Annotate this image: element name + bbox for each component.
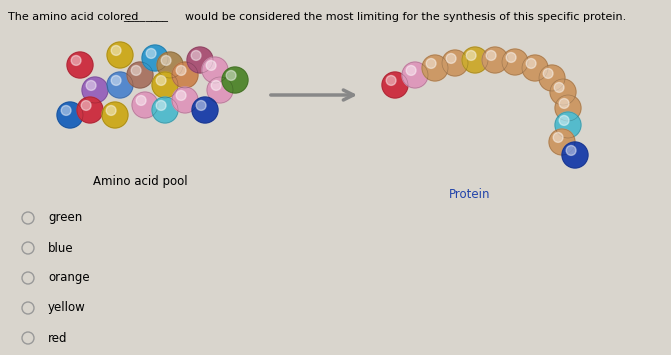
Circle shape	[553, 132, 563, 142]
Circle shape	[506, 53, 516, 62]
Circle shape	[486, 50, 496, 60]
Circle shape	[156, 100, 166, 110]
Circle shape	[402, 62, 428, 88]
Text: would be considered the most limiting for the synthesis of this specific protein: would be considered the most limiting fo…	[185, 12, 626, 22]
Circle shape	[192, 97, 218, 123]
Circle shape	[102, 102, 128, 128]
Circle shape	[502, 49, 528, 75]
Circle shape	[152, 97, 178, 123]
Circle shape	[131, 66, 141, 75]
Circle shape	[543, 69, 553, 78]
Text: Protein: Protein	[450, 188, 491, 201]
Circle shape	[111, 76, 121, 86]
Circle shape	[82, 77, 108, 103]
Circle shape	[206, 60, 216, 70]
Circle shape	[191, 50, 201, 60]
Circle shape	[207, 77, 233, 103]
Circle shape	[202, 57, 228, 83]
Circle shape	[539, 65, 565, 91]
Circle shape	[176, 66, 186, 75]
Circle shape	[562, 142, 588, 168]
Circle shape	[196, 100, 206, 110]
Circle shape	[462, 47, 488, 73]
Circle shape	[559, 98, 569, 108]
Circle shape	[187, 47, 213, 73]
Circle shape	[549, 129, 575, 155]
Circle shape	[71, 55, 81, 65]
Circle shape	[172, 62, 198, 88]
Circle shape	[81, 100, 91, 110]
Text: orange: orange	[48, 272, 90, 284]
Circle shape	[172, 87, 198, 113]
Text: yellow: yellow	[48, 301, 86, 315]
Circle shape	[156, 76, 166, 86]
Circle shape	[107, 42, 133, 68]
Circle shape	[142, 45, 168, 71]
Text: ________: ________	[123, 12, 168, 22]
Circle shape	[526, 59, 536, 69]
Circle shape	[106, 105, 116, 115]
Circle shape	[566, 146, 576, 155]
Circle shape	[554, 82, 564, 92]
Circle shape	[522, 55, 548, 81]
Circle shape	[146, 49, 156, 58]
Circle shape	[446, 54, 456, 64]
Circle shape	[386, 76, 396, 86]
Circle shape	[111, 45, 121, 55]
Circle shape	[482, 47, 508, 73]
Circle shape	[406, 66, 416, 75]
Circle shape	[67, 52, 93, 78]
Text: green: green	[48, 212, 83, 224]
Circle shape	[426, 59, 436, 69]
Circle shape	[136, 95, 146, 105]
Circle shape	[161, 55, 171, 65]
Circle shape	[127, 62, 153, 88]
Circle shape	[107, 72, 133, 98]
Circle shape	[132, 92, 158, 118]
Circle shape	[222, 67, 248, 93]
Text: Amino acid pool: Amino acid pool	[93, 175, 187, 188]
Circle shape	[442, 50, 468, 76]
Circle shape	[57, 102, 83, 128]
Circle shape	[550, 79, 576, 105]
Circle shape	[86, 81, 96, 91]
Text: blue: blue	[48, 241, 74, 255]
Text: The amino acid colored: The amino acid colored	[8, 12, 142, 22]
Circle shape	[211, 81, 221, 91]
Circle shape	[382, 72, 408, 98]
Circle shape	[555, 95, 581, 121]
Circle shape	[466, 50, 476, 60]
Circle shape	[157, 52, 183, 78]
Circle shape	[422, 55, 448, 81]
Circle shape	[555, 112, 581, 138]
Circle shape	[61, 105, 71, 115]
Circle shape	[176, 91, 186, 100]
Circle shape	[77, 97, 103, 123]
Text: red: red	[48, 332, 68, 344]
Circle shape	[226, 71, 236, 80]
Circle shape	[152, 72, 178, 98]
Circle shape	[559, 115, 569, 125]
